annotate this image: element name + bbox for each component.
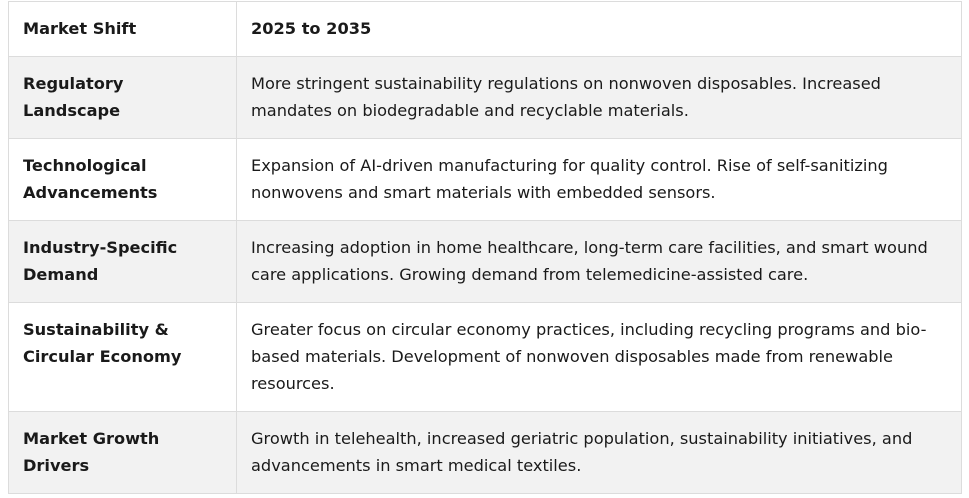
row-value: Greater focus on circular economy practi… <box>236 302 962 412</box>
table-row: Regulatory Landscape More stringent sust… <box>8 56 962 139</box>
market-shift-table: Market Shift 2025 to 2035 Regulatory Lan… <box>8 1 962 494</box>
row-label: Sustainability & Circular Economy <box>8 302 237 412</box>
row-value: Growth in telehealth, increased geriatri… <box>236 411 962 494</box>
table-row: Sustainability & Circular Economy Greate… <box>8 302 962 412</box>
table-row: Market Growth Drivers Growth in teleheal… <box>8 411 962 494</box>
row-label: Industry-Specific Demand <box>8 220 237 303</box>
row-value: Expansion of AI-driven manufacturing for… <box>236 138 962 221</box>
market-shift-table-container: Market Shift 2025 to 2035 Regulatory Lan… <box>8 1 962 494</box>
row-label: Market Growth Drivers <box>8 411 237 494</box>
row-value: Increasing adoption in home healthcare, … <box>236 220 962 303</box>
row-value: More stringent sustainability regulation… <box>236 56 962 139</box>
header-market-shift: Market Shift <box>8 1 237 57</box>
table-header-row: Market Shift 2025 to 2035 <box>8 1 962 57</box>
row-label: Regulatory Landscape <box>8 56 237 139</box>
table-row: Technological Advancements Expansion of … <box>8 138 962 221</box>
row-label: Technological Advancements <box>8 138 237 221</box>
header-period: 2025 to 2035 <box>236 1 962 57</box>
table-row: Industry-Specific Demand Increasing adop… <box>8 220 962 303</box>
